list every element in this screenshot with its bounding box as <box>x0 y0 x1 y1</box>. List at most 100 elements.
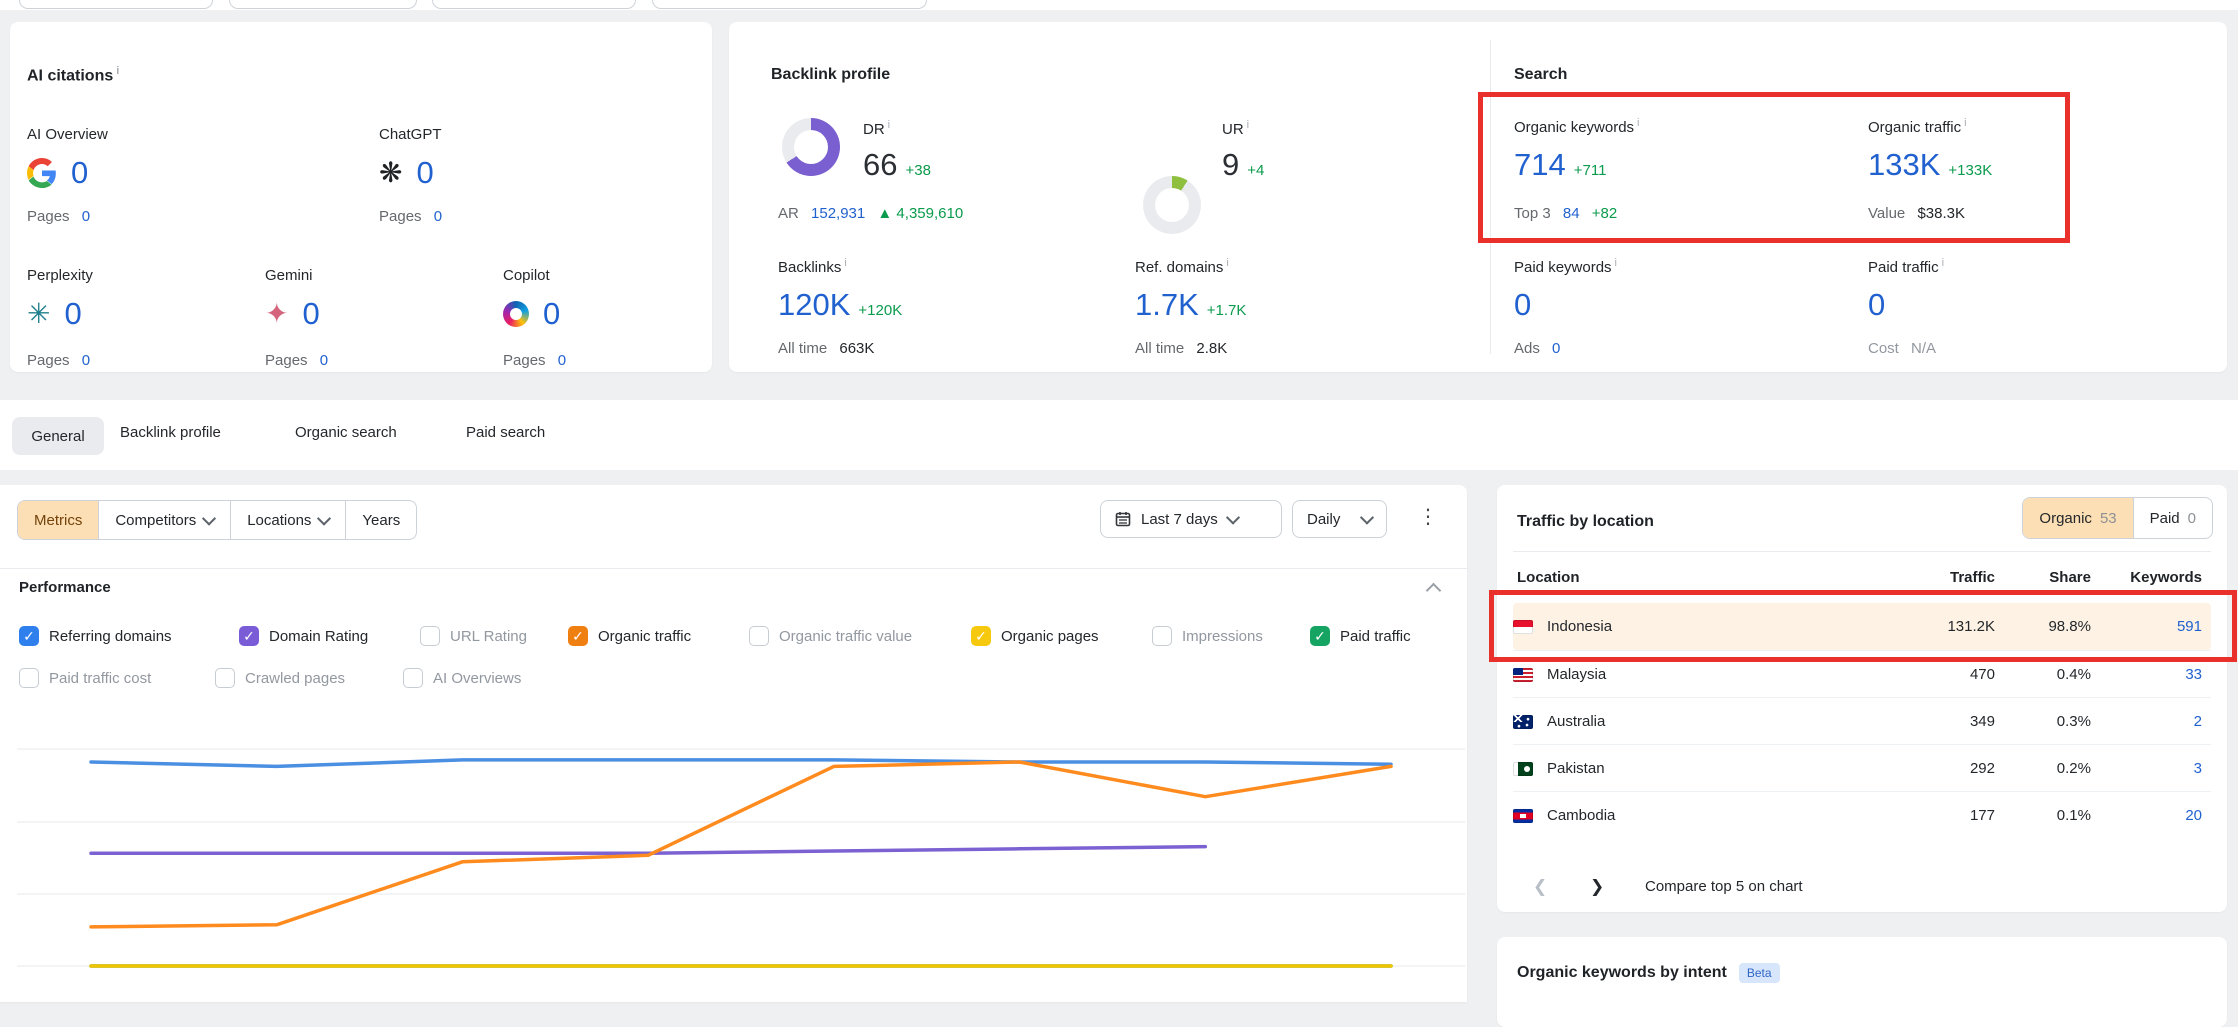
competitors-segment[interactable]: Competitors <box>98 501 230 539</box>
cambodia-flag-icon <box>1513 808 1533 823</box>
paid-keywords-value[interactable]: 0 <box>1514 287 1532 322</box>
kebab-menu-icon[interactable]: ⋮ <box>1418 506 1438 528</box>
checkbox-icon <box>215 668 235 688</box>
toggle-paid[interactable]: Paid 0 <box>2132 498 2212 538</box>
pages-count-link[interactable]: 0 <box>319 352 329 369</box>
info-icon[interactable]: i <box>1614 257 1617 269</box>
info-icon[interactable]: i <box>1941 257 1945 269</box>
toggle-organic[interactable]: Organic 53 <box>2023 498 2133 538</box>
keywords-link[interactable]: 3 <box>2193 760 2202 777</box>
keywords-link[interactable]: 2 <box>2193 713 2202 730</box>
backlink-search-card: Backlink profile DR i 66 +38 AR 152,931 ▲… <box>729 22 2227 372</box>
col-keywords[interactable]: Keywords <box>2130 569 2202 586</box>
pages-count-link[interactable]: 0 <box>433 208 443 225</box>
filter-domain-rating[interactable]: ✓ Domain Rating <box>239 625 368 647</box>
granularity-picker[interactable]: Daily <box>1292 500 1387 538</box>
organic-keywords-delta: +711 <box>1573 162 1607 179</box>
topbar-field[interactable] <box>229 0 417 9</box>
paid-keywords-label: Paid keywords i <box>1514 257 1617 277</box>
table-row-pakistan[interactable]: Pakistan 292 0.2% 3 <box>1513 744 2211 792</box>
filter-url-rating[interactable]: URL Rating <box>420 625 527 647</box>
tab-organic-search[interactable]: Organic search <box>295 424 397 441</box>
chatgpt-label: ChatGPT <box>379 126 442 143</box>
perplexity-count[interactable]: 0 <box>64 296 82 331</box>
filter-organic-traffic-value[interactable]: Organic traffic value <box>749 625 912 647</box>
ai-overview-count[interactable]: 0 <box>71 155 89 190</box>
ur-label: UR i <box>1222 119 1250 139</box>
col-share[interactable]: Share <box>2049 569 2091 586</box>
organic-keywords-value[interactable]: 714 <box>1514 147 1566 182</box>
filter-referring-domains[interactable]: ✓ Referring domains <box>19 625 172 647</box>
backlinks-value[interactable]: 120K <box>778 287 851 322</box>
chevron-down-icon <box>202 511 217 526</box>
ads-count-link[interactable]: 0 <box>1552 340 1561 357</box>
filter-organic-pages[interactable]: ✓ Organic pages <box>971 625 1099 647</box>
filter-ai-overviews[interactable]: AI Overviews <box>403 667 521 689</box>
topbar-field[interactable] <box>652 0 927 9</box>
gemini-label: Gemini <box>265 267 313 284</box>
info-icon[interactable]: i <box>1246 119 1250 131</box>
paid-traffic-value[interactable]: 0 <box>1868 287 1886 322</box>
performance-line-chart <box>17 748 1465 968</box>
info-icon[interactable]: i <box>1637 117 1640 129</box>
pakistan-flag-icon <box>1513 761 1533 776</box>
table-row-indonesia[interactable]: Indonesia 131.2K 98.8% 591 <box>1513 603 2211 650</box>
compare-top5-link[interactable]: Compare top 5 on chart <box>1645 878 1803 895</box>
copilot-count[interactable]: 0 <box>543 296 561 331</box>
keywords-link[interactable]: 20 <box>2185 807 2202 824</box>
keywords-link[interactable]: 33 <box>2185 666 2202 683</box>
copilot-label: Copilot <box>503 267 550 284</box>
copilot-icon <box>503 301 529 327</box>
tab-paid-search[interactable]: Paid search <box>466 424 546 441</box>
checkbox-icon <box>749 626 769 646</box>
info-icon[interactable]: i <box>887 119 891 131</box>
ar-delta: ▲ 4,359,610 <box>877 205 964 222</box>
table-row-malaysia[interactable]: Malaysia 470 0.4% 33 <box>1513 650 2211 698</box>
filter-organic-traffic[interactable]: ✓ Organic traffic <box>568 625 691 647</box>
topbar-field[interactable] <box>19 0 213 9</box>
col-traffic[interactable]: Traffic <box>1949 569 1995 586</box>
filter-paid-traffic-cost[interactable]: Paid traffic cost <box>19 667 151 689</box>
traffic-by-location-title: Traffic by location <box>1517 513 1654 530</box>
collapse-section-icon[interactable] <box>1425 582 1442 599</box>
chatgpt-count[interactable]: 0 <box>416 155 434 190</box>
top3-delta: +82 <box>1591 205 1618 222</box>
malaysia-flag-icon <box>1513 667 1533 682</box>
ai-overview-pages: Pages 0 <box>27 208 91 225</box>
pages-count-link[interactable]: 0 <box>81 208 91 225</box>
info-icon[interactable]: i <box>1226 257 1229 269</box>
metrics-segment[interactable]: Metrics <box>18 501 99 539</box>
filter-impressions[interactable]: Impressions <box>1152 625 1263 647</box>
topbar-field[interactable] <box>432 0 636 9</box>
filter-paid-traffic[interactable]: ✓ Paid traffic <box>1310 625 1411 647</box>
ref-domains-alltime: All time 2.8K <box>1135 340 1228 357</box>
organic-traffic-value[interactable]: 133K <box>1868 147 1941 182</box>
info-icon[interactable]: i <box>1964 117 1967 129</box>
organic-keywords-label: Organic keywords i <box>1514 117 1640 137</box>
col-location[interactable]: Location <box>1517 569 1580 586</box>
pages-count-link[interactable]: 0 <box>81 352 91 369</box>
keywords-link[interactable]: 591 <box>2176 618 2202 635</box>
tab-general[interactable]: General <box>12 417 104 455</box>
filter-crawled-pages[interactable]: Crawled pages <box>215 667 345 689</box>
years-segment[interactable]: Years <box>345 501 416 539</box>
pages-count-link[interactable]: 0 <box>557 352 567 369</box>
info-icon[interactable]: i <box>116 65 120 77</box>
info-icon[interactable]: i <box>844 257 847 269</box>
ref-domains-value[interactable]: 1.7K <box>1135 287 1199 322</box>
next-page-icon[interactable]: ❯ <box>1590 877 1605 896</box>
date-range-picker[interactable]: Last 7 days <box>1100 500 1282 538</box>
chevron-down-icon <box>1225 510 1240 525</box>
top3-value-link[interactable]: 84 <box>1562 205 1580 222</box>
ar-value-link[interactable]: 152,931 <box>811 205 866 222</box>
chart-line-domain-rating <box>89 844 1208 855</box>
locations-segment[interactable]: Locations <box>230 501 345 539</box>
gemini-count[interactable]: 0 <box>302 296 320 331</box>
divider <box>1513 551 2211 552</box>
perplexity-pages: Pages 0 <box>27 352 91 369</box>
prev-page-icon[interactable]: ❮ <box>1533 877 1548 896</box>
table-row-cambodia[interactable]: Cambodia 177 0.1% 20 <box>1513 791 2211 839</box>
table-row-australia[interactable]: Australia 349 0.3% 2 <box>1513 697 2211 745</box>
backlink-profile-title: Backlink profile <box>771 66 891 83</box>
tab-backlink-profile[interactable]: Backlink profile <box>120 424 221 441</box>
